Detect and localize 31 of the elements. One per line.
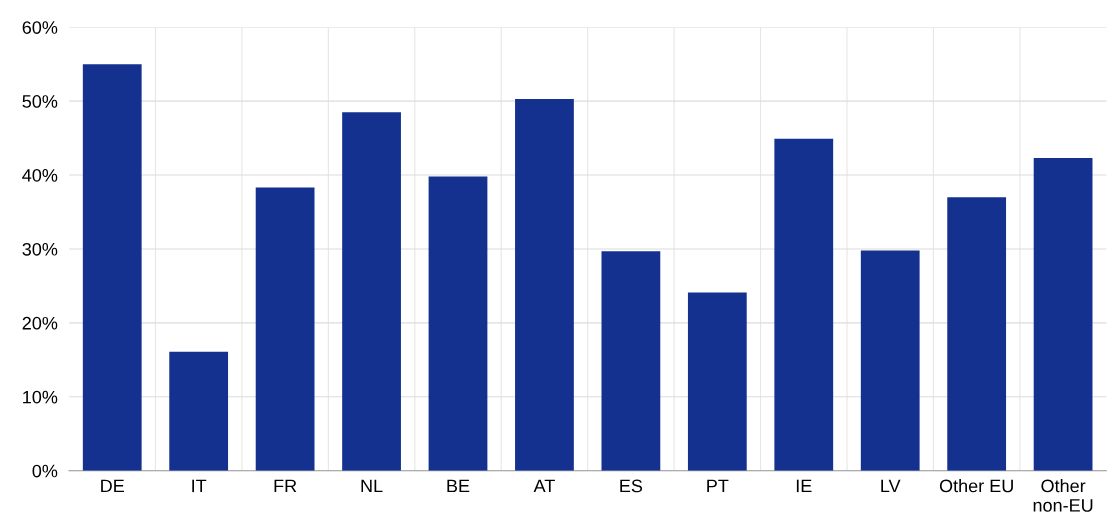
- bar: [774, 138, 834, 471]
- bar: [342, 112, 401, 471]
- x-tick-label: ES: [620, 479, 643, 493]
- bar: [687, 292, 747, 471]
- x-tick-label: Other EU: [939, 479, 1013, 493]
- x-tick-label: IT: [192, 479, 207, 493]
- bar: [169, 351, 229, 471]
- bar: [82, 64, 142, 471]
- x-tick-label: BE: [447, 479, 470, 493]
- x-tick-label: Other non-EU: [1033, 479, 1093, 512]
- y-tick-label: 50%: [22, 95, 58, 108]
- x-tick-label: NL: [361, 479, 383, 493]
- x-tick-label: IE: [796, 479, 812, 493]
- y-tick-label: 60%: [22, 21, 58, 34]
- x-tick-label: LV: [881, 479, 901, 493]
- y-tick-label: 40%: [22, 168, 58, 182]
- bar: [428, 176, 488, 471]
- y-tick-label: 30%: [22, 242, 58, 256]
- bar: [1033, 158, 1093, 471]
- bar: [601, 251, 661, 471]
- y-tick-label: 10%: [23, 390, 58, 404]
- y-tick-label: 20%: [22, 316, 58, 330]
- bar: [860, 250, 920, 471]
- x-tick-label: AT: [533, 479, 555, 493]
- x-tick-label: PT: [707, 479, 729, 493]
- bar: [947, 197, 1007, 471]
- y-tick-label: 0%: [32, 464, 58, 478]
- bar: [515, 98, 574, 471]
- x-tick-label: DE: [101, 479, 124, 493]
- bar: [255, 187, 315, 471]
- x-tick-label: FR: [274, 479, 297, 493]
